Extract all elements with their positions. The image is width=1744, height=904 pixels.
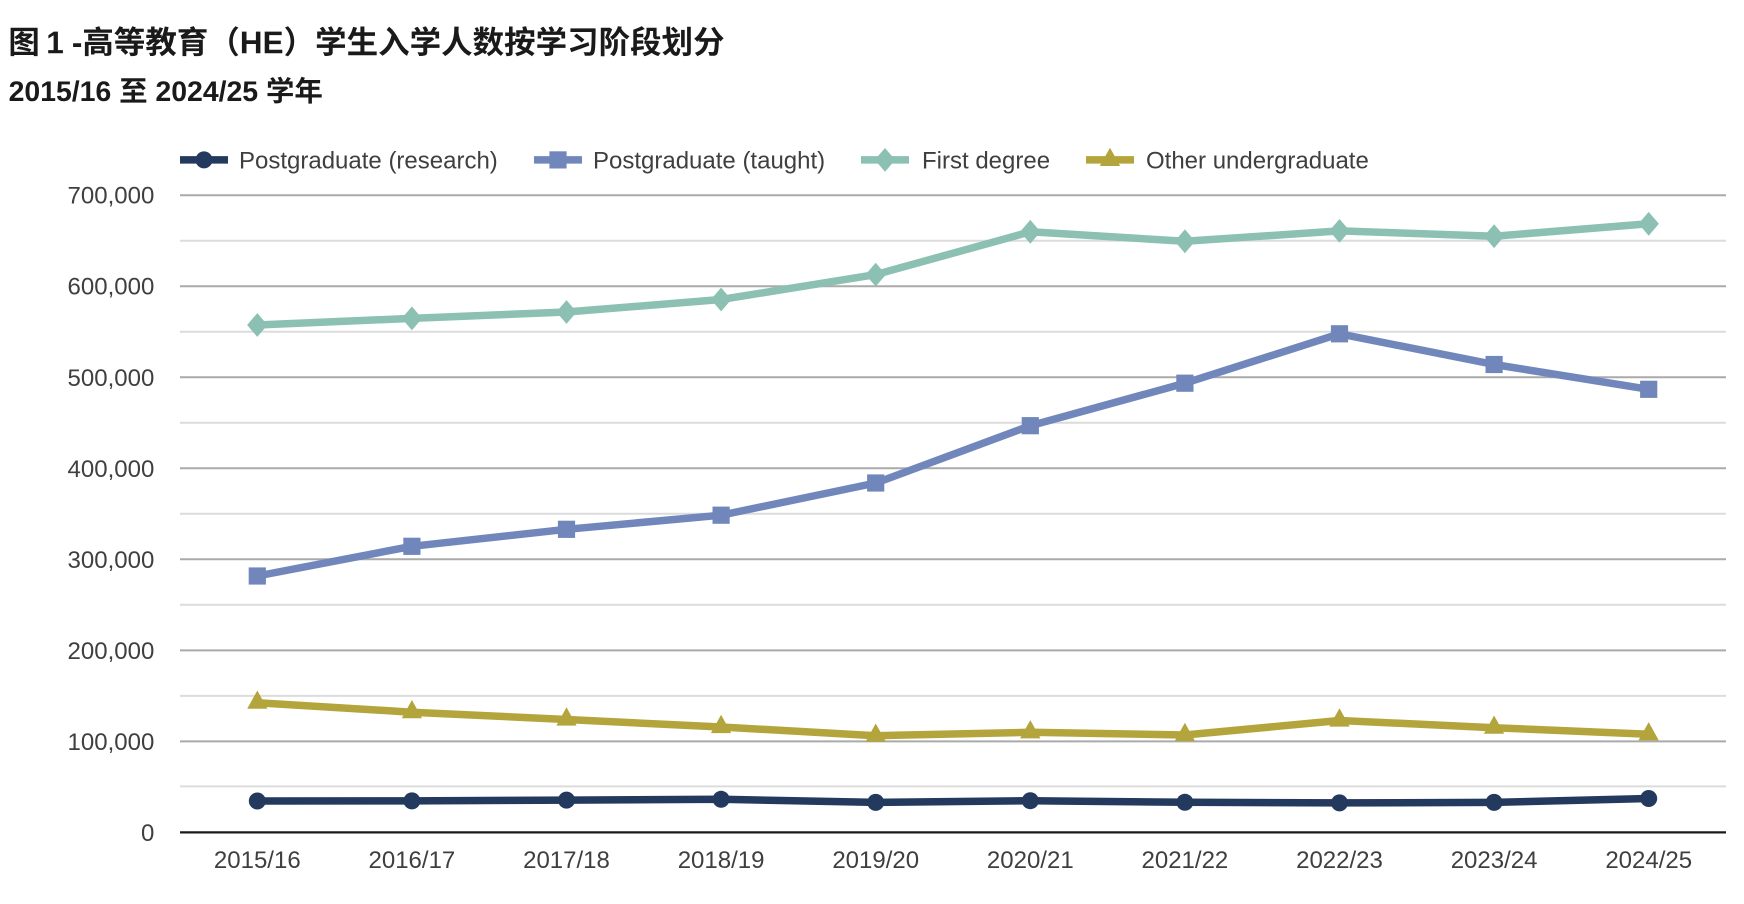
svg-text:2023/24: 2023/24 <box>1451 847 1538 874</box>
svg-text:2024/25: 2024/25 <box>1605 847 1692 874</box>
svg-text:2018/19: 2018/19 <box>678 847 765 874</box>
svg-text:300,000: 300,000 <box>68 547 155 574</box>
svg-text:Postgraduate (taught): Postgraduate (taught) <box>593 148 825 175</box>
svg-text:600,000: 600,000 <box>68 274 155 301</box>
svg-text:2016/17: 2016/17 <box>369 847 456 874</box>
svg-text:2022/23: 2022/23 <box>1296 847 1383 874</box>
svg-text:400,000: 400,000 <box>68 456 155 483</box>
svg-text:200,000: 200,000 <box>68 638 155 665</box>
svg-text:2019/20: 2019/20 <box>832 847 919 874</box>
svg-text:2017/18: 2017/18 <box>523 847 610 874</box>
svg-text:Postgraduate (research): Postgraduate (research) <box>239 148 498 175</box>
svg-text:2021/22: 2021/22 <box>1142 847 1229 874</box>
svg-text:500,000: 500,000 <box>68 365 155 392</box>
svg-text:Other undergraduate: Other undergraduate <box>1146 148 1369 175</box>
svg-text:700,000: 700,000 <box>68 183 155 210</box>
svg-text:0: 0 <box>141 820 154 847</box>
svg-text:100,000: 100,000 <box>68 729 155 756</box>
svg-text:First degree: First degree <box>922 148 1050 175</box>
svg-text:2015/16: 2015/16 <box>214 847 301 874</box>
svg-text:2020/21: 2020/21 <box>987 847 1074 874</box>
